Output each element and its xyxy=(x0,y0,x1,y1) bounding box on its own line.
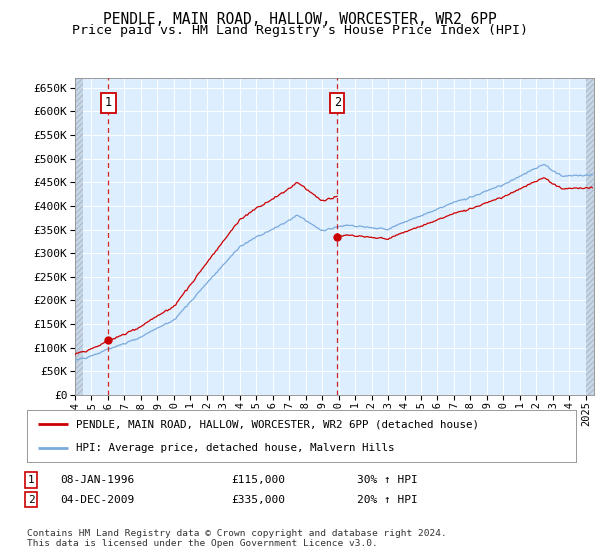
Text: £335,000: £335,000 xyxy=(231,494,285,505)
Bar xyxy=(75,78,83,395)
Text: £115,000: £115,000 xyxy=(231,475,285,485)
Text: 1: 1 xyxy=(105,96,112,109)
Bar xyxy=(586,78,596,395)
Text: Price paid vs. HM Land Registry's House Price Index (HPI): Price paid vs. HM Land Registry's House … xyxy=(72,24,528,37)
Text: 2: 2 xyxy=(28,494,35,505)
Text: 1: 1 xyxy=(28,475,35,485)
Text: HPI: Average price, detached house, Malvern Hills: HPI: Average price, detached house, Malv… xyxy=(76,443,395,453)
Text: Contains HM Land Registry data © Crown copyright and database right 2024.
This d: Contains HM Land Registry data © Crown c… xyxy=(27,529,447,548)
Text: 04-DEC-2009: 04-DEC-2009 xyxy=(60,494,134,505)
Text: 30% ↑ HPI: 30% ↑ HPI xyxy=(357,475,418,485)
Text: 08-JAN-1996: 08-JAN-1996 xyxy=(60,475,134,485)
Text: PENDLE, MAIN ROAD, HALLOW, WORCESTER, WR2 6PP: PENDLE, MAIN ROAD, HALLOW, WORCESTER, WR… xyxy=(103,12,497,27)
Text: 20% ↑ HPI: 20% ↑ HPI xyxy=(357,494,418,505)
Text: 2: 2 xyxy=(334,96,341,109)
Text: PENDLE, MAIN ROAD, HALLOW, WORCESTER, WR2 6PP (detached house): PENDLE, MAIN ROAD, HALLOW, WORCESTER, WR… xyxy=(76,419,479,430)
